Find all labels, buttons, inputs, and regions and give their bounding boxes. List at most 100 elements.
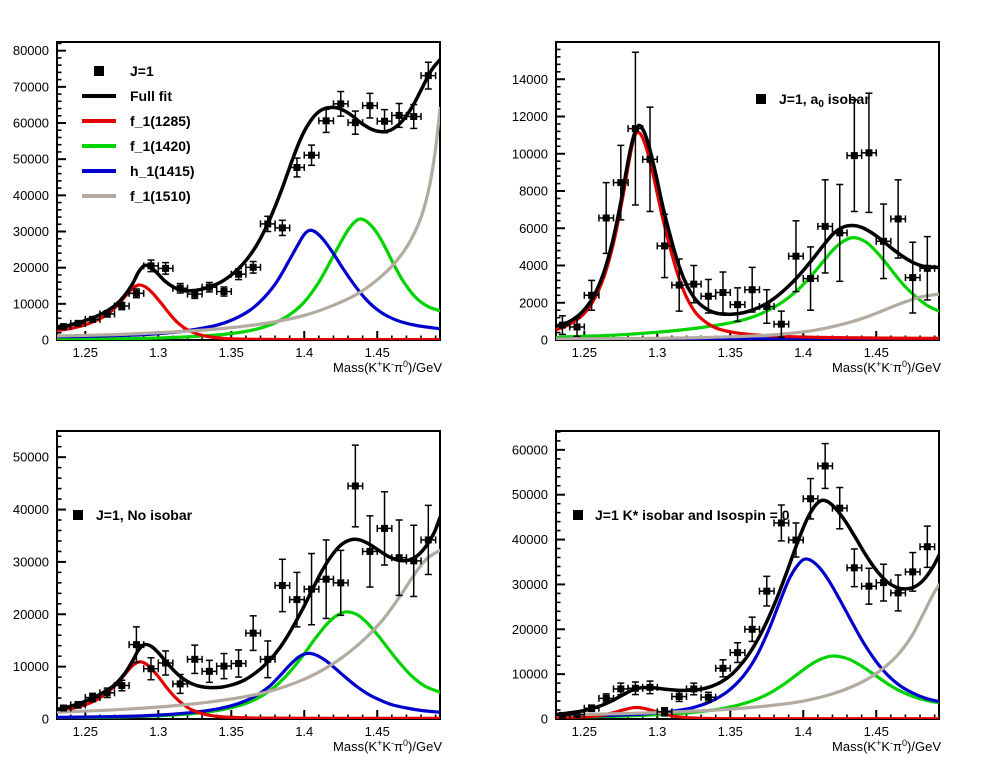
svg-text:Mass(K+K-π0)/GeV: Mass(K+K-π0)/GeV (333, 738, 442, 754)
data-points (57, 444, 437, 712)
svg-text:1.45: 1.45 (864, 345, 889, 360)
data-point (919, 525, 936, 569)
data-point (802, 477, 819, 520)
data-point (729, 641, 746, 664)
curve-full-fit (556, 123, 939, 328)
curve-h-1-1415- (556, 557, 939, 719)
curve-f-1-1510- (57, 106, 440, 338)
data-point (274, 558, 291, 613)
curve-f-1-1420- (556, 235, 939, 339)
data-point (846, 548, 863, 588)
curve-f-1-1510- (556, 583, 939, 717)
svg-text:1.25: 1.25 (572, 345, 597, 360)
svg-text:80000: 80000 (13, 43, 49, 58)
svg-text:6000: 6000 (519, 221, 548, 236)
data-point (259, 640, 276, 679)
svg-text:J=1: J=1 (130, 63, 154, 79)
data-point (627, 51, 644, 206)
data-point (69, 319, 87, 327)
data-point (201, 659, 218, 684)
data-point (641, 680, 659, 695)
data-points (556, 442, 936, 719)
data-point (215, 286, 233, 297)
curve-h-1-1415- (57, 651, 440, 719)
data-points (57, 61, 437, 331)
svg-text:1.25: 1.25 (73, 724, 98, 739)
pad-bottom-left: 1.25 1.3 1.35 1.4 1.45 Mass(K+K-π0)/GeV 0 10000… (0, 388, 499, 776)
data-point (230, 649, 247, 678)
data-point (99, 310, 116, 318)
svg-text:1.3: 1.3 (648, 724, 666, 739)
data-point (84, 315, 101, 323)
data-point (904, 551, 921, 592)
data-point (303, 552, 320, 626)
svg-text:1.4: 1.4 (295, 345, 313, 360)
y-axis: 0 10000 20000 30000 40000 50000 60000 70000 8000… (13, 42, 66, 348)
data-point (685, 682, 702, 696)
data-point (318, 539, 335, 620)
data-point (671, 258, 688, 312)
data-point (186, 644, 203, 675)
svg-text:1.3: 1.3 (149, 345, 167, 360)
data-point (685, 264, 702, 304)
svg-text:50000: 50000 (13, 450, 49, 465)
data-point (215, 652, 233, 680)
data-point (245, 260, 262, 274)
curve-h-1-1415- (57, 228, 440, 339)
curve-full-fit (57, 515, 440, 712)
data-point (391, 102, 408, 129)
svg-text:h_1(1415): h_1(1415) (130, 163, 195, 179)
data-point (113, 301, 130, 311)
svg-text:1.25: 1.25 (73, 345, 98, 360)
data-point (919, 235, 936, 301)
svg-text:8000: 8000 (519, 184, 548, 199)
svg-text:20000: 20000 (13, 607, 49, 622)
data-point (113, 679, 130, 692)
svg-text:1.25: 1.25 (572, 724, 597, 739)
data-point (641, 106, 659, 213)
data-point (318, 108, 335, 134)
svg-text:1.4: 1.4 (794, 345, 812, 360)
data-point (332, 549, 349, 617)
data-point (744, 616, 761, 643)
data-point (288, 157, 306, 178)
svg-text:f_1(1420): f_1(1420) (130, 138, 191, 154)
svg-text:f_1(1285): f_1(1285) (130, 113, 191, 129)
data-point (787, 220, 805, 293)
svg-text:30000: 30000 (512, 577, 548, 592)
svg-text:0: 0 (541, 333, 548, 348)
data-point (405, 103, 422, 130)
data-point (758, 288, 775, 324)
plot-frame (555, 41, 940, 341)
x-axis-title: Mass(K+K-π0)/GeV (333, 738, 442, 754)
data-point (656, 707, 673, 717)
data-point (405, 524, 422, 598)
y-axis: 0 10000 20000 30000 40000 50000 (13, 435, 66, 727)
svg-text:2000: 2000 (519, 295, 548, 310)
data-point (347, 110, 364, 135)
data-point (556, 315, 571, 336)
svg-text:1.35: 1.35 (718, 345, 743, 360)
plot-frame (56, 41, 441, 341)
svg-text:50000: 50000 (13, 152, 49, 167)
svg-text:Mass(K+K-π0)/GeV: Mass(K+K-π0)/GeV (333, 359, 442, 375)
data-point (230, 268, 247, 281)
svg-text:12000: 12000 (512, 109, 548, 124)
data-point (817, 179, 834, 274)
data-point (99, 687, 116, 699)
data-point (361, 515, 378, 588)
svg-text:60000: 60000 (13, 116, 49, 131)
svg-text:10000: 10000 (13, 659, 49, 674)
curve-f-1-1420- (57, 217, 440, 340)
data-point (598, 693, 615, 704)
data-point (831, 183, 848, 283)
data-point (802, 246, 819, 311)
legend-marker-icon (756, 94, 766, 104)
legend-marker-icon (73, 510, 83, 520)
svg-text:40000: 40000 (13, 502, 49, 517)
legend: J=1 K* isobar and Isospin = 0 (573, 507, 790, 523)
data-point (744, 266, 761, 313)
